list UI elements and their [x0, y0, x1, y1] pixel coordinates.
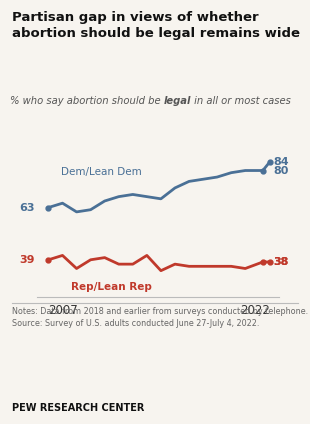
Text: 80: 80 — [273, 165, 289, 176]
Text: 2007: 2007 — [48, 304, 78, 318]
Text: in all or most cases: in all or most cases — [191, 96, 291, 106]
Text: 38: 38 — [273, 257, 289, 267]
Text: 38: 38 — [273, 257, 289, 267]
Text: Notes: Data from 2018 and earlier from surveys conducted by telephone. Trend lin: Notes: Data from 2018 and earlier from s… — [12, 307, 310, 328]
Text: PEW RESEARCH CENTER: PEW RESEARCH CENTER — [12, 403, 145, 413]
Text: 39: 39 — [19, 255, 34, 265]
Text: 2022: 2022 — [240, 304, 270, 318]
Text: legal: legal — [164, 96, 191, 106]
Text: Rep/Lean Rep: Rep/Lean Rep — [71, 282, 152, 293]
Text: Dem/Lean Dem: Dem/Lean Dem — [61, 167, 142, 177]
Text: % who say abortion should be: % who say abortion should be — [10, 96, 164, 106]
Text: 84: 84 — [273, 157, 289, 167]
Text: Partisan gap in views of whether
abortion should be legal remains wide: Partisan gap in views of whether abortio… — [12, 11, 300, 39]
Text: 63: 63 — [19, 203, 34, 212]
